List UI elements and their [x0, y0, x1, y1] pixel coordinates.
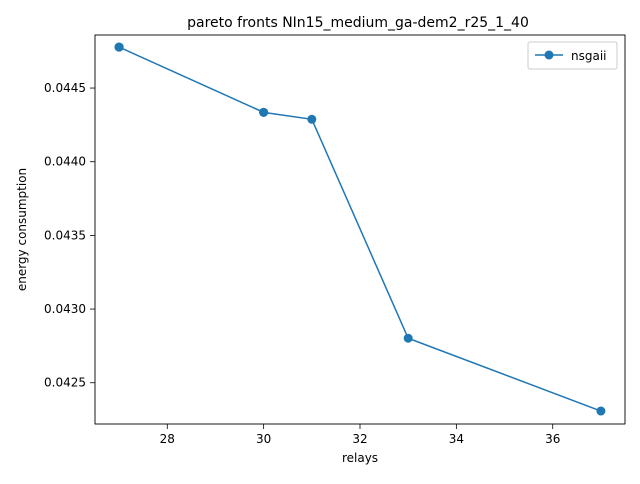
x-tick-label: 28: [160, 432, 175, 446]
y-tick-label: 0.0425: [44, 376, 86, 390]
legend-box: [527, 41, 618, 70]
y-axis-label: energy consumption: [15, 168, 29, 291]
data-point: [307, 114, 317, 124]
data-point: [114, 42, 124, 52]
y-tick-label: 0.0430: [44, 302, 86, 316]
x-tick-label: 36: [545, 432, 560, 446]
legend: nsgaii: [527, 41, 618, 70]
y-tick-label: 0.0435: [44, 228, 86, 242]
y-tick-label: 0.0445: [44, 81, 86, 95]
data-point: [403, 333, 413, 343]
legend-marker-nsgaii: [544, 50, 554, 60]
data-point: [259, 107, 269, 117]
x-axis-label: relays: [342, 451, 378, 465]
plot-area-frame: [94, 34, 626, 425]
data-point: [596, 406, 606, 416]
y-axis-ticks: 0.0425 0.0430 0.0435 0.0440 0.0445: [44, 81, 95, 390]
legend-label-nsgaii: nsgaii: [571, 49, 607, 63]
x-tick-label: 32: [352, 432, 367, 446]
x-tick-label: 34: [449, 432, 464, 446]
chart-title: pareto fronts NIn15_medium_ga-dem2_r25_1…: [187, 15, 529, 31]
y-tick-label: 0.0440: [44, 155, 86, 169]
series-layer: [114, 42, 606, 416]
x-tick-label: 30: [256, 432, 271, 446]
x-axis-ticks: 28 30 32 34 36: [160, 424, 560, 446]
